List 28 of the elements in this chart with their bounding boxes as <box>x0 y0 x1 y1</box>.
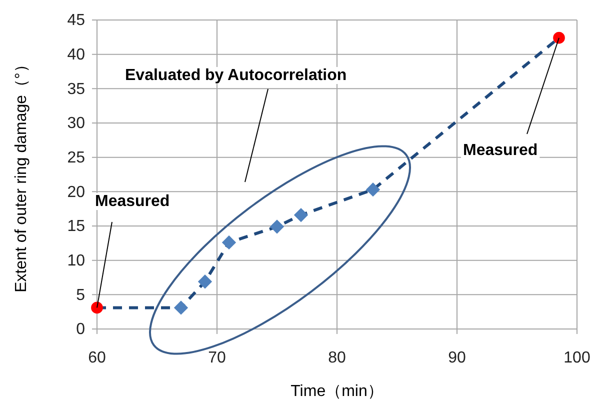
y-tick-label: 30 <box>67 115 86 132</box>
y-tick-label: 35 <box>67 80 86 98</box>
x-tick-label: 90 <box>448 349 466 366</box>
x-tick-label: 100 <box>564 349 590 366</box>
y-tick-label: 20 <box>67 184 86 201</box>
y-tick-label: 10 <box>67 252 86 270</box>
annotation: Measured <box>463 142 538 159</box>
y-axis-title: Extent of outer ring damage（°） <box>13 56 30 292</box>
y-tick-label: 25 <box>67 149 86 166</box>
y-tick-label: 45 <box>67 12 86 30</box>
point <box>91 302 103 314</box>
annotation: Measured <box>95 193 170 210</box>
y-tick-label: 5 <box>76 286 86 304</box>
point <box>222 235 236 250</box>
point <box>294 208 308 222</box>
x-axis-title: Time（min） <box>290 383 384 400</box>
x-tick-label: 70 <box>208 349 226 366</box>
y-tick-label: 0 <box>76 321 86 338</box>
point <box>366 182 380 197</box>
point <box>198 274 212 289</box>
annotation: Evaluated by Autocorrelation <box>125 67 347 84</box>
point <box>174 300 188 315</box>
y-tick-label: 15 <box>67 218 86 236</box>
point <box>553 32 565 44</box>
point <box>270 220 284 234</box>
y-tick-label: 40 <box>67 46 86 64</box>
x-tick-label: 80 <box>328 349 346 366</box>
x-tick-label: 60 <box>88 349 106 366</box>
